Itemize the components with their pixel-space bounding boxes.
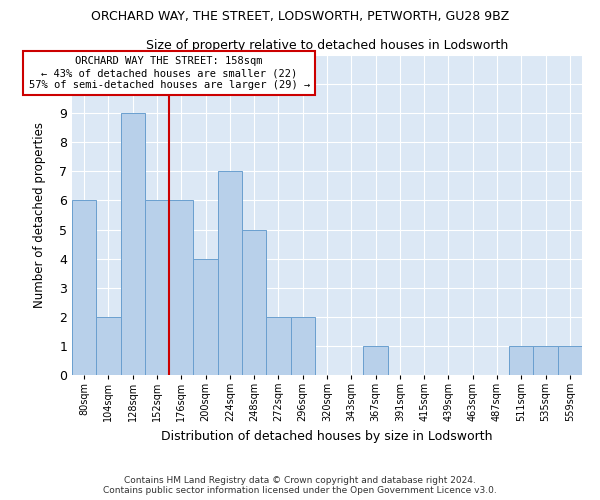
Text: ORCHARD WAY THE STREET: 158sqm
← 43% of detached houses are smaller (22)
57% of : ORCHARD WAY THE STREET: 158sqm ← 43% of …: [29, 56, 310, 90]
Bar: [533, 346, 558, 375]
Bar: [266, 317, 290, 375]
Bar: [509, 346, 533, 375]
Bar: [558, 346, 582, 375]
Bar: [145, 200, 169, 375]
X-axis label: Distribution of detached houses by size in Lodsworth: Distribution of detached houses by size …: [161, 430, 493, 443]
Text: ORCHARD WAY, THE STREET, LODSWORTH, PETWORTH, GU28 9BZ: ORCHARD WAY, THE STREET, LODSWORTH, PETW…: [91, 10, 509, 23]
Title: Size of property relative to detached houses in Lodsworth: Size of property relative to detached ho…: [146, 40, 508, 52]
Bar: [96, 317, 121, 375]
Bar: [364, 346, 388, 375]
Bar: [242, 230, 266, 375]
Bar: [72, 200, 96, 375]
Bar: [121, 113, 145, 375]
Text: Contains HM Land Registry data © Crown copyright and database right 2024.
Contai: Contains HM Land Registry data © Crown c…: [103, 476, 497, 495]
Bar: [290, 317, 315, 375]
Bar: [169, 200, 193, 375]
Bar: [218, 172, 242, 375]
Bar: [193, 258, 218, 375]
Y-axis label: Number of detached properties: Number of detached properties: [33, 122, 46, 308]
